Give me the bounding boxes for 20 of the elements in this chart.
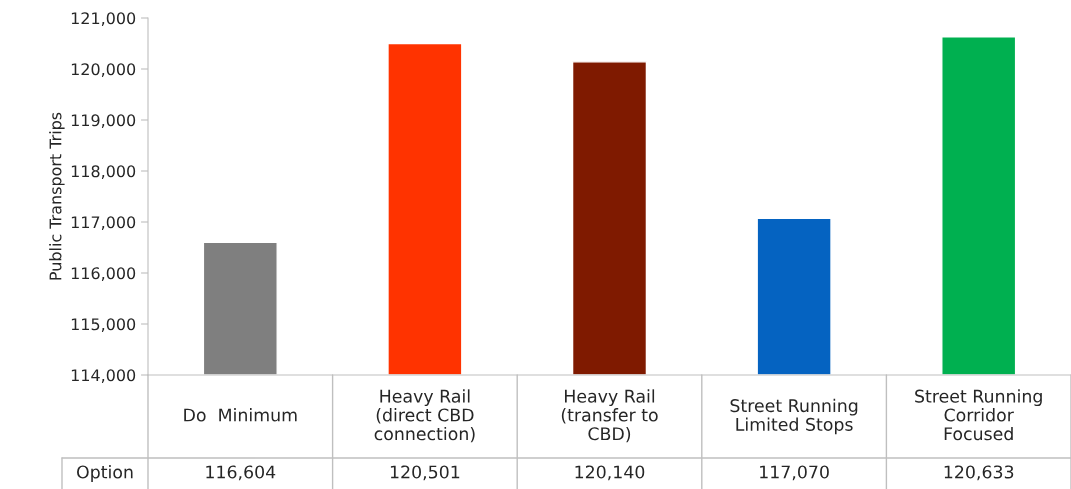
data-label: 120,501	[390, 465, 460, 481]
y-tick-label: 120,000	[71, 63, 136, 77]
data-label: 117,070	[760, 465, 829, 481]
y-tick-label: 115,000	[71, 318, 136, 332]
x-tick-label: Street Running Corridor Focused	[915, 389, 1042, 441]
x-tick-label: Heavy Rail (transfer to CBD)	[561, 389, 658, 443]
x-tick-label: Do Minimum	[184, 408, 297, 422]
y-tick-label: 119,000	[71, 114, 136, 128]
y-tick-label: 117,000	[71, 216, 136, 230]
x-tick-label: Street Running Limited Stops	[730, 398, 858, 435]
x-tick-label: Heavy Rail (direct CBD connection)	[374, 389, 475, 443]
y-tick-label: 121,000	[71, 12, 136, 26]
y-axis-title: Public Transport Trips	[49, 112, 65, 280]
text: Option	[77, 465, 133, 482]
data-label: 116,604	[206, 465, 276, 481]
data-label: 120,633	[944, 465, 1014, 481]
y-tick-label: 114,000	[71, 369, 136, 383]
y-tick-label: 116,000	[71, 267, 136, 281]
data-label: 120,140	[575, 465, 645, 481]
y-tick-label: 118,000	[71, 165, 136, 179]
